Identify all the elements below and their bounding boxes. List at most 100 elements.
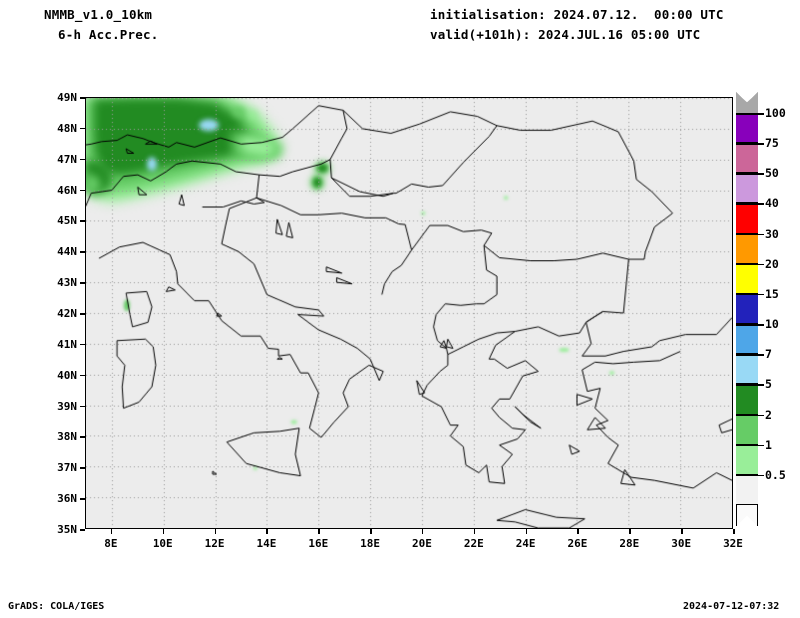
y-tick-mark [80, 97, 85, 99]
y-tick-label: 38N [57, 430, 77, 444]
x-tick-mark [421, 529, 424, 534]
colorbar-cap-top [736, 92, 758, 113]
colorbar-tick-mark [736, 474, 764, 477]
coastline-border-layer [86, 98, 732, 528]
colorbar-band [736, 384, 758, 415]
precipitation-map[interactable] [85, 97, 733, 529]
x-tick-mark [733, 529, 735, 534]
y-tick-label: 44N [57, 245, 77, 259]
y-tick-mark [80, 343, 85, 346]
x-tick-label: 12E [204, 537, 225, 550]
initialisation-time: initialisation: 2024.07.12. 00:00 UTC [430, 7, 724, 22]
x-tick-mark [110, 529, 113, 534]
y-tick-mark [80, 529, 85, 531]
colorbar-tick-label: 2 [765, 407, 772, 422]
x-tick-mark [629, 529, 631, 534]
colorbar-tick-mark [736, 414, 764, 417]
colorbar-tick-mark [736, 293, 764, 296]
valid-time: valid(+101h): 2024.JUL.16 05:00 UTC [430, 27, 701, 42]
colorbar-band [736, 233, 758, 264]
y-tick-label: 45N [57, 214, 77, 228]
x-tick-mark [681, 529, 683, 534]
colorbar-tick-mark [736, 354, 764, 356]
colorbar-tick-mark [736, 324, 764, 326]
x-tick-label: 30E [671, 537, 692, 550]
y-tick-mark [80, 127, 85, 130]
field-subtitle: 6-h Acc.Prec. [58, 27, 159, 42]
x-tick-mark [525, 529, 528, 534]
x-tick-label: 14E [256, 537, 277, 550]
x-tick-label: 32E [723, 537, 743, 550]
colorbar-tick-mark [736, 444, 764, 447]
colorbar-band [736, 444, 758, 475]
colorbar[interactable] [736, 92, 758, 526]
y-tick-label: 41N [57, 337, 77, 351]
x-tick-label: 28E [619, 537, 640, 550]
colorbar-band [736, 324, 758, 355]
y-tick-label: 49N [57, 91, 77, 104]
y-tick-label: 46N [57, 183, 77, 197]
colorbar-cap-bottom [736, 505, 758, 526]
colorbar-tick-mark [736, 113, 764, 115]
y-tick-label: 36N [57, 492, 77, 506]
x-tick-mark [214, 529, 217, 534]
x-tick-mark [473, 529, 476, 534]
x-tick-label: 22E [463, 537, 484, 550]
y-tick-mark [80, 282, 85, 284]
y-tick-mark [80, 436, 85, 438]
y-tick-mark [80, 467, 85, 469]
colorbar-tick-mark [736, 384, 764, 386]
y-tick-label: 48N [57, 121, 77, 135]
colorbar-band [736, 354, 758, 385]
colorbar-tick-label: 50 [765, 166, 779, 181]
y-tick-mark [80, 498, 85, 500]
y-tick-label: 43N [57, 276, 77, 290]
y-tick-mark [80, 220, 85, 222]
y-tick-label: 35N [57, 523, 77, 536]
colorbar-tick-mark [736, 263, 764, 266]
y-tick-mark [80, 189, 85, 192]
colorbar-tick-label: 30 [765, 226, 779, 241]
colorbar-band [736, 263, 758, 294]
colorbar-tick-label: 10 [765, 317, 779, 332]
colorbar-band [736, 293, 758, 325]
x-tick-label: 16E [308, 537, 329, 550]
y-tick-label: 42N [57, 307, 77, 320]
x-tick-mark [577, 529, 579, 534]
y-tick-mark [80, 374, 85, 377]
colorbar-tick-label: 5 [765, 377, 772, 392]
x-tick-label: 8E [104, 537, 118, 550]
colorbar-band [736, 414, 758, 445]
colorbar-tick-label: 75 [765, 136, 779, 151]
x-tick-mark [370, 529, 372, 534]
colorbar-band [736, 173, 758, 204]
colorbar-tick-label: 1 [765, 437, 772, 452]
colorbar-tick-label: 40 [765, 196, 779, 211]
y-tick-label: 47N [57, 152, 77, 166]
x-tick-label: 20E [412, 537, 432, 550]
model-title: NMMB_v1.0_10km [44, 7, 153, 22]
colorbar-tick-label: 7 [765, 347, 772, 362]
colorbar-band [736, 474, 758, 505]
colorbar-band [736, 203, 758, 234]
colorbar-tick-mark [736, 233, 764, 236]
y-tick-mark [80, 251, 85, 253]
run-timestamp: 2024-07-12-07:32 [683, 601, 780, 612]
y-tick-mark [80, 158, 85, 161]
y-tick-label: 40N [57, 368, 77, 382]
colorbar-tick-mark [736, 143, 764, 145]
x-tick-label: 10E [152, 537, 173, 550]
colorbar-tick-label: 20 [765, 256, 779, 271]
y-tick-mark [80, 313, 85, 315]
y-tick-mark [80, 405, 85, 408]
y-tick-label: 39N [57, 399, 77, 413]
colorbar-band [736, 143, 758, 174]
colorbar-tick-mark [736, 173, 764, 175]
colorbar-tick-mark [736, 203, 764, 205]
y-tick-label: 37N [57, 461, 77, 475]
x-tick-mark [162, 529, 165, 534]
colorbar-band [736, 113, 758, 144]
grads-credit: GrADS: COLA/IGES [8, 601, 105, 612]
x-tick-mark [266, 529, 268, 534]
colorbar-tick-label: 15 [765, 286, 779, 301]
